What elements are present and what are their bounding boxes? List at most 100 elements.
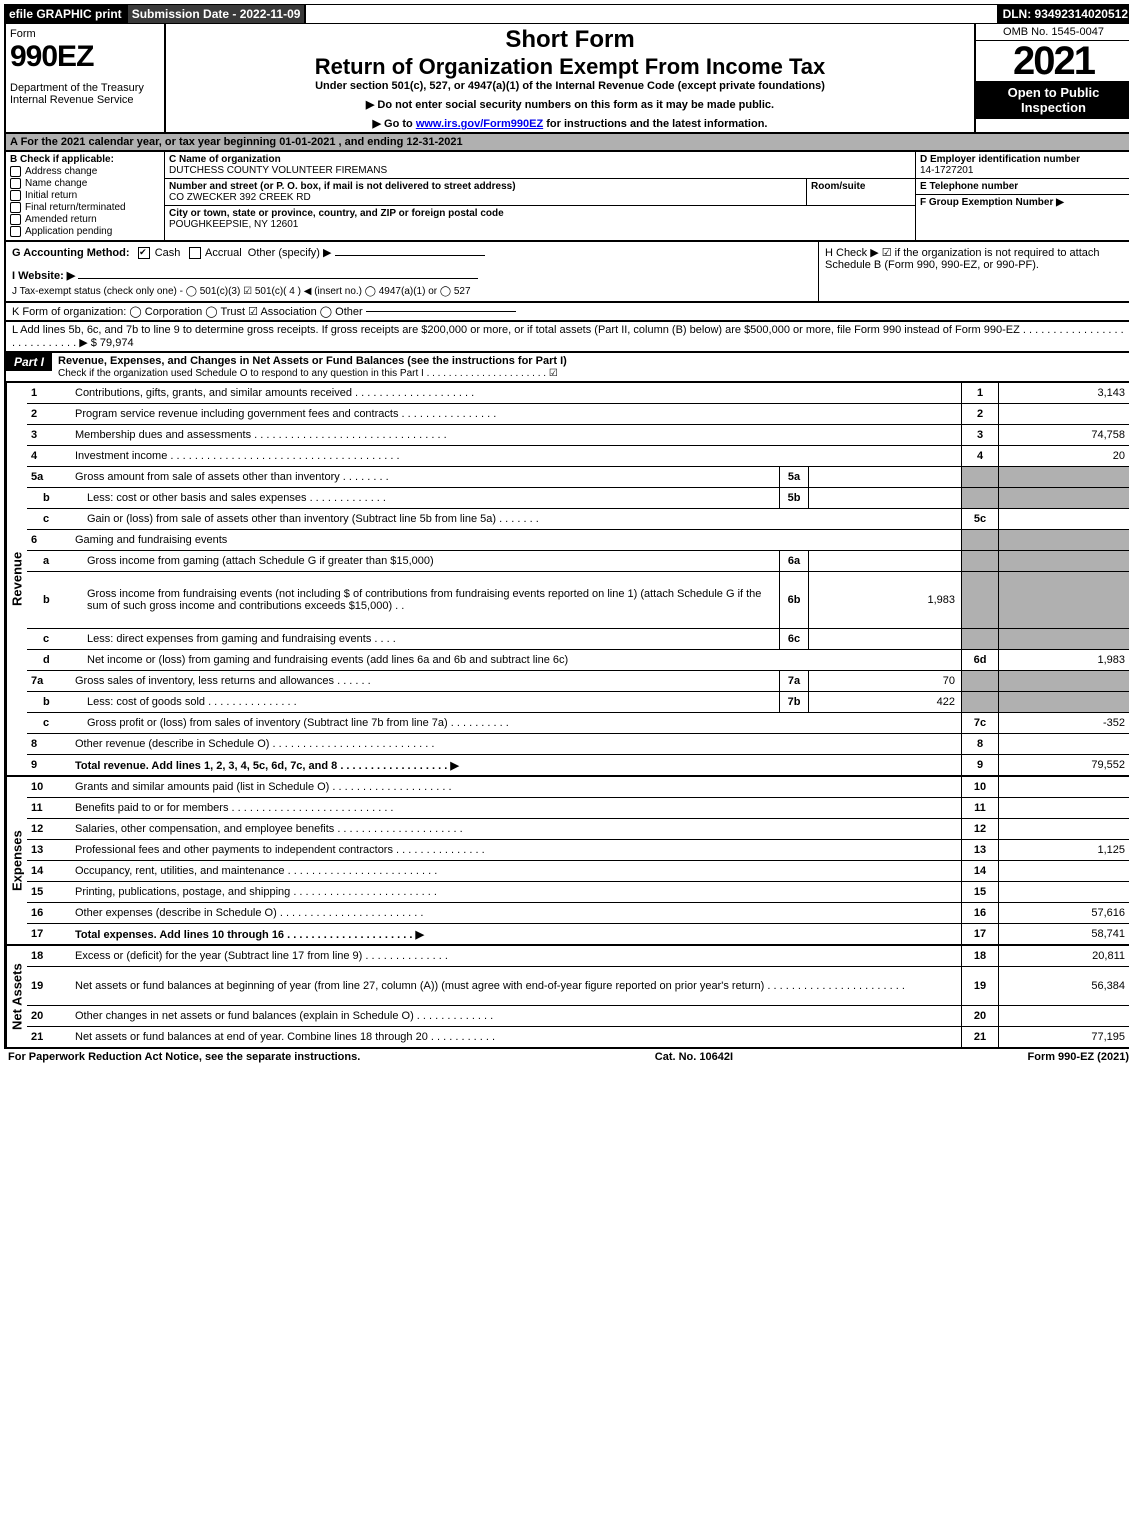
row-gh: G Accounting Method: Cash Accrual Other … (4, 242, 1129, 303)
footer-right: Form 990-EZ (2021) (1028, 1051, 1129, 1063)
line-7b-desc: Less: cost of goods sold . . . . . . . .… (83, 692, 779, 712)
line-6-desc: Gaming and fundraising events (71, 530, 961, 550)
revenue-table: Revenue 1Contributions, gifts, grants, a… (4, 383, 1129, 777)
line-21-num: 21 (962, 1027, 999, 1047)
line-13-desc: Professional fees and other payments to … (71, 840, 961, 860)
cb-label: Application pending (25, 226, 112, 237)
line-3-desc: Membership dues and assessments . . . . … (71, 425, 961, 445)
checkbox-amended-return[interactable] (10, 214, 21, 225)
website-line[interactable] (78, 278, 478, 279)
line-6a-ibval (809, 551, 961, 571)
line-5b-ib: 5b (780, 488, 809, 508)
line-5b-desc: Less: cost or other basis and sales expe… (83, 488, 779, 508)
line-10-desc: Grants and similar amounts paid (list in… (71, 777, 961, 797)
line-9-val: 79,552 (999, 755, 1129, 775)
short-form-title: Short Form (174, 26, 966, 54)
line-2-desc: Program service revenue including govern… (71, 404, 961, 424)
box-b-title: B Check if applicable: (10, 154, 160, 165)
other-specify-line[interactable] (335, 255, 485, 256)
line-3-val: 74,758 (999, 425, 1129, 445)
schedule-b-check: H Check ▶ ☑ if the organization is not r… (818, 242, 1129, 301)
accounting-method: G Accounting Method: Cash Accrual Other … (6, 242, 818, 301)
checkbox-accrual[interactable] (189, 247, 201, 259)
irs-link-line: ▶ Go to www.irs.gov/Form990EZ for instru… (174, 117, 966, 130)
line-13-val: 1,125 (999, 840, 1129, 860)
line-8-val (999, 734, 1129, 754)
line-15-num: 15 (962, 882, 999, 902)
checkbox-application-pending[interactable] (10, 226, 21, 237)
line-2-num: 2 (962, 404, 999, 424)
line-7a-desc: Gross sales of inventory, less returns a… (71, 671, 779, 691)
other-org-line[interactable] (366, 311, 516, 312)
line-12-num: 12 (962, 819, 999, 839)
row-l-text: L Add lines 5b, 6c, and 7b to line 9 to … (12, 324, 1124, 349)
line-6b-ibval: 1,983 (809, 572, 961, 628)
line-15-desc: Printing, publications, postage, and shi… (71, 882, 961, 902)
checkbox-initial-return[interactable] (10, 190, 21, 201)
line-18-val: 20,811 (999, 946, 1129, 966)
line-4-num: 4 (962, 446, 999, 466)
line-4-desc: Investment income . . . . . . . . . . . … (71, 446, 961, 466)
line-12-val (999, 819, 1129, 839)
line-6d-val: 1,983 (999, 650, 1129, 670)
org-name-label: C Name of organization (169, 154, 911, 165)
website-label: I Website: ▶ (12, 270, 75, 282)
line-9-num: 9 (962, 755, 999, 775)
cb-label: Final return/terminated (25, 202, 126, 213)
line-11-num: 11 (962, 798, 999, 818)
org-name: DUTCHESS COUNTY VOLUNTEER FIREMANS (169, 165, 911, 176)
line-6a-ib: 6a (780, 551, 809, 571)
line-18-desc: Excess or (deficit) for the year (Subtra… (71, 946, 961, 966)
line-20-desc: Other changes in net assets or fund bala… (71, 1006, 961, 1026)
room-label: Room/suite (811, 181, 865, 192)
efile-label: efile GRAPHIC print (4, 4, 127, 24)
line-17-desc: Total expenses. Add lines 10 through 16 … (71, 924, 961, 944)
part-i-title: Revenue, Expenses, and Changes in Net As… (58, 355, 567, 367)
line-7c-val: -352 (999, 713, 1129, 733)
line-6c-ibval (809, 629, 961, 649)
header-left: Form 990EZ Department of the Treasury In… (6, 24, 166, 132)
phone-label: E Telephone number (920, 181, 1127, 192)
top-bar: efile GRAPHIC print Submission Date - 20… (4, 4, 1129, 24)
accrual-label: Accrual (205, 247, 242, 259)
line-7b-ib: 7b (780, 692, 809, 712)
box-b: B Check if applicable: Address change Na… (6, 152, 165, 240)
right-block: D Employer identification number 14-1727… (916, 152, 1129, 240)
line-11-val (999, 798, 1129, 818)
line-10-num: 10 (962, 777, 999, 797)
address-block: C Name of organization DUTCHESS COUNTY V… (165, 152, 916, 240)
group-exemption-label: F Group Exemption Number ▶ (920, 197, 1127, 208)
irs-link[interactable]: www.irs.gov/Form990EZ (416, 118, 543, 130)
form-label: Form (10, 28, 160, 40)
form-header: Form 990EZ Department of the Treasury In… (4, 24, 1129, 134)
part-i-desc: Revenue, Expenses, and Changes in Net As… (52, 353, 1129, 381)
ein-value: 14-1727201 (920, 165, 1127, 176)
expenses-vertical-label: Expenses (6, 777, 27, 944)
line-7a-ib: 7a (780, 671, 809, 691)
line-14-val (999, 861, 1129, 881)
dln-label: DLN: 93492314020512 (998, 4, 1129, 24)
footer-mid: Cat. No. 10642I (655, 1051, 733, 1063)
line-21-desc: Net assets or fund balances at end of ye… (71, 1027, 961, 1047)
checkbox-name-change[interactable] (10, 178, 21, 189)
line-19-val: 56,384 (999, 967, 1129, 1005)
header-mid: Short Form Return of Organization Exempt… (166, 24, 974, 132)
line-20-val (999, 1006, 1129, 1026)
part-i-sub: Check if the organization used Schedule … (58, 368, 558, 379)
line-1-val: 3,143 (999, 383, 1129, 403)
department-label: Department of the Treasury Internal Reve… (10, 82, 160, 106)
part-i-label: Part I (6, 353, 52, 371)
line-5c-num: 5c (962, 509, 999, 529)
checkbox-cash[interactable] (138, 247, 150, 259)
header-right: OMB No. 1545-0047 2021 Open to Public In… (974, 24, 1129, 132)
tax-exempt-status: J Tax-exempt status (check only one) - ◯… (12, 286, 812, 297)
row-k-text: K Form of organization: ◯ Corporation ◯ … (12, 305, 363, 318)
checkbox-address-change[interactable] (10, 166, 21, 177)
line-10-val (999, 777, 1129, 797)
line-19-desc: Net assets or fund balances at beginning… (71, 967, 961, 1005)
cash-label: Cash (155, 247, 181, 259)
line-3-num: 3 (962, 425, 999, 445)
ssn-warning: ▶ Do not enter social security numbers o… (174, 98, 966, 111)
checkbox-final-return[interactable] (10, 202, 21, 213)
cb-label: Name change (25, 178, 87, 189)
